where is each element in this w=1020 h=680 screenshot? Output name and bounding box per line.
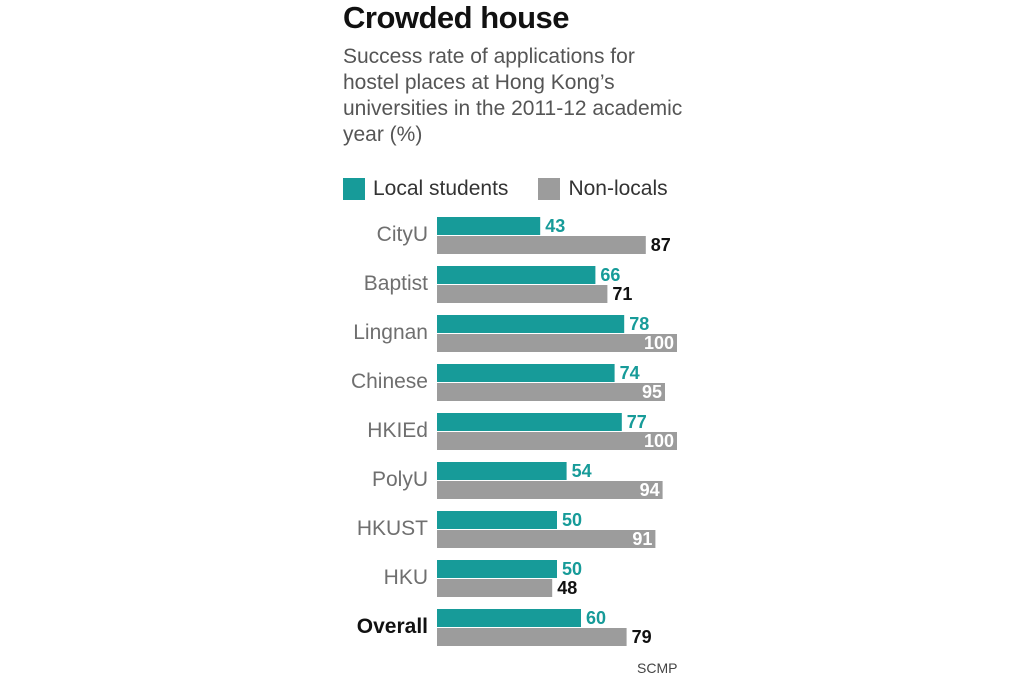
legend: Local students Non-locals: [343, 176, 698, 202]
chart-subtitle: Success rate of applications for hostel …: [343, 45, 683, 146]
bar-nonlocal-baptist: [437, 285, 608, 303]
legend-item-local: Local students: [343, 177, 508, 201]
bar-local-lingnan: [437, 315, 625, 333]
value-label-nonlocal-lingnan: 100: [644, 333, 674, 353]
bar-nonlocal-hku: [437, 579, 553, 597]
value-label-nonlocal-baptist: 71: [612, 284, 632, 304]
value-label-local-baptist: 66: [600, 265, 620, 285]
value-label-nonlocal-polyu: 94: [640, 480, 660, 500]
bar-local-overall: [437, 609, 581, 627]
value-label-nonlocal-chinese: 95: [642, 382, 662, 402]
bar-nonlocal-lingnan: [437, 334, 677, 352]
category-label-hku: HKU: [384, 566, 428, 589]
bar-nonlocal-overall: [437, 628, 627, 646]
category-label-hkust: HKUST: [357, 517, 428, 540]
value-label-nonlocal-overall: 79: [632, 627, 652, 647]
bar-nonlocal-polyu: [437, 481, 663, 499]
legend-swatch-nonlocal: [538, 178, 561, 200]
category-label-overall: Overall: [357, 615, 428, 638]
legend-label-local: Local students: [373, 177, 509, 200]
bar-local-hkust: [437, 511, 557, 529]
value-label-local-hku: 50: [562, 559, 582, 579]
value-label-local-hkied: 77: [627, 412, 647, 432]
value-label-local-chinese: 74: [620, 363, 640, 383]
bar-nonlocal-hkust: [437, 530, 656, 548]
category-label-cityu: CityU: [377, 223, 428, 246]
value-label-local-hkust: 50: [562, 510, 582, 530]
category-label-baptist: Baptist: [364, 272, 428, 295]
bar-nonlocal-chinese: [437, 383, 665, 401]
source-credit: SCMP: [637, 660, 678, 676]
chart-title: Crowded house: [343, 0, 570, 35]
bar-local-polyu: [437, 462, 567, 480]
bar-local-baptist: [437, 266, 596, 284]
value-label-local-lingnan: 78: [629, 314, 649, 334]
bar-local-hku: [437, 560, 557, 578]
category-label-chinese: Chinese: [351, 370, 428, 393]
bar-local-hkied: [437, 413, 622, 431]
value-label-nonlocal-hku: 48: [557, 578, 577, 598]
value-label-local-cityu: 43: [545, 216, 565, 236]
bar-nonlocal-cityu: [437, 236, 646, 254]
value-label-nonlocal-hkied: 100: [644, 431, 674, 451]
category-label-hkied: HKIEd: [367, 419, 428, 442]
value-label-nonlocal-cityu: 87: [651, 235, 671, 255]
category-label-lingnan: Lingnan: [353, 321, 428, 344]
value-label-local-overall: 60: [586, 608, 606, 628]
category-label-polyu: PolyU: [372, 468, 428, 491]
legend-item-nonlocal: Non-locals: [538, 177, 668, 201]
legend-swatch-local: [343, 178, 365, 200]
value-label-nonlocal-hkust: 91: [632, 529, 652, 549]
value-label-local-polyu: 54: [572, 461, 592, 481]
bar-local-cityu: [437, 217, 541, 235]
legend-label-nonlocal: Non-locals: [568, 177, 668, 200]
bar-local-chinese: [437, 364, 615, 382]
bar-nonlocal-hkied: [437, 432, 677, 450]
